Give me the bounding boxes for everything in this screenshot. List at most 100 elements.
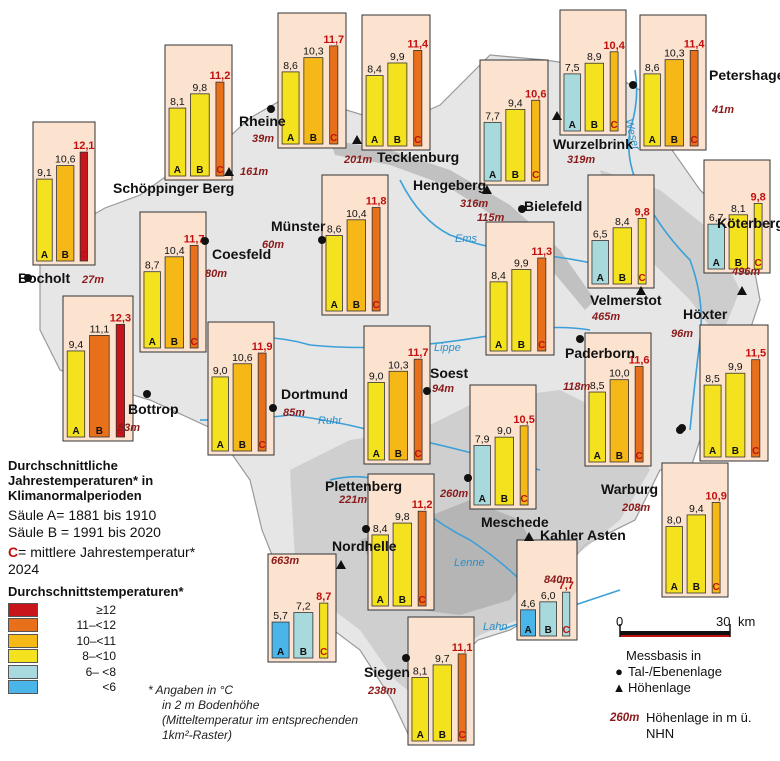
bar-b bbox=[89, 334, 110, 438]
station-11: 6,7 A 8,1 B 9,8 C Köterberg 496m bbox=[703, 159, 780, 295]
station-name: Tecklenburg bbox=[377, 149, 459, 165]
station-dot-icon bbox=[464, 474, 472, 482]
station-5: 7,5 A 8,9 B 10,4 C Wurzelbrink 319m bbox=[552, 9, 633, 166]
bar-a bbox=[143, 271, 161, 349]
bar-letter-a: A bbox=[331, 300, 338, 311]
key-title: Messbasis in bbox=[626, 648, 702, 663]
value-c: 11,2 bbox=[210, 70, 231, 82]
station-name: Hengeberg bbox=[413, 177, 486, 193]
value-b: 7,2 bbox=[296, 601, 311, 613]
station-name: Bielefeld bbox=[524, 198, 582, 214]
station-name: Dortmund bbox=[281, 386, 348, 402]
station-elevation: 260m bbox=[439, 488, 468, 500]
bar-letter-c: C bbox=[636, 451, 643, 462]
bar-b bbox=[293, 612, 314, 659]
value-a: 9,0 bbox=[369, 370, 384, 382]
value-c: 11,7 bbox=[184, 233, 205, 245]
bar-letter-c: C bbox=[755, 258, 762, 269]
bar-c bbox=[637, 218, 647, 285]
station-12: 9,4 A 11,1 B 12,3 C Bottrop 53m bbox=[62, 295, 179, 442]
value-b: 11,1 bbox=[90, 323, 110, 335]
station-name: Plettenberg bbox=[325, 478, 402, 494]
symbol-key: Messbasis in ● Tal-/Ebenenlage ▲ Höhenlage… bbox=[610, 648, 780, 742]
value-b: 9,7 bbox=[435, 653, 450, 665]
bar-letter-c: C bbox=[521, 494, 528, 505]
bar-c bbox=[79, 151, 88, 262]
station-dot-icon bbox=[269, 404, 277, 412]
bar-a bbox=[665, 526, 683, 594]
station-elevation: 41m bbox=[711, 104, 734, 116]
scale-class: 6– <8 bbox=[8, 664, 228, 680]
bar-letter-c: C bbox=[191, 337, 198, 348]
bar-b bbox=[505, 109, 526, 182]
station-name: Wurzelbrink bbox=[553, 136, 633, 152]
bar-letter-c: C bbox=[691, 135, 698, 146]
bar-letter-c: C bbox=[563, 625, 570, 636]
bar-letter-b: B bbox=[671, 135, 678, 146]
value-c: 8,7 bbox=[316, 591, 331, 603]
value-c: 11,4 bbox=[407, 38, 429, 50]
legend-scale-title: Durchschnittstemperaturen* bbox=[8, 584, 184, 599]
bar-c bbox=[519, 425, 529, 506]
bar-letter-c: C bbox=[532, 170, 539, 181]
value-a: 8,1 bbox=[170, 96, 185, 108]
bar-a bbox=[707, 223, 725, 270]
station-0: 9,1 A 10,6 B 12,1 C Bocholt 27m bbox=[18, 121, 104, 286]
value-a: 6,5 bbox=[593, 229, 608, 241]
scale-bar-end: 30 bbox=[716, 614, 730, 629]
scale-bar-start: 0 bbox=[616, 614, 623, 629]
bar-letter-b: B bbox=[394, 135, 401, 146]
bar-letter-b: B bbox=[518, 340, 525, 351]
bar-b bbox=[388, 370, 408, 461]
scale-bar: 0 30 km bbox=[616, 614, 755, 637]
bar-b bbox=[511, 269, 532, 352]
station-21: 8,0 A 9,4 B 10,9 C Warburg 208m bbox=[601, 426, 729, 598]
value-b: 10,0 bbox=[609, 368, 630, 380]
station-triangle-icon bbox=[482, 185, 492, 194]
value-a: 8,4 bbox=[367, 64, 382, 76]
station-name: Paderborn bbox=[565, 345, 635, 361]
bar-letter-b: B bbox=[399, 595, 406, 606]
station-name: Bocholt bbox=[18, 270, 70, 286]
station-elevation: 118m bbox=[563, 381, 591, 393]
bar-letter-b: B bbox=[62, 250, 69, 261]
bar-letter-a: A bbox=[671, 582, 678, 593]
bar-letter-c: C bbox=[414, 135, 421, 146]
bar-letter-b: B bbox=[196, 165, 203, 176]
bar-letter-a: A bbox=[149, 337, 156, 348]
key-height: Höhenlage bbox=[628, 680, 691, 695]
value-a: 8,5 bbox=[590, 380, 605, 392]
bar-a bbox=[211, 376, 229, 452]
bar-letter-c: C bbox=[538, 340, 545, 351]
station-dot-icon bbox=[201, 237, 209, 245]
value-a: 8,6 bbox=[283, 60, 298, 72]
value-c: 11,5 bbox=[745, 348, 766, 360]
bar-letter-b: B bbox=[239, 440, 246, 451]
bar-c bbox=[189, 244, 199, 349]
river-label-ems: Ems bbox=[455, 233, 478, 245]
value-a: 4,6 bbox=[521, 598, 536, 610]
bar-b bbox=[728, 214, 748, 270]
bar-c bbox=[537, 257, 547, 352]
scale-swatch bbox=[8, 649, 38, 664]
bar-a bbox=[563, 73, 581, 132]
bar-c bbox=[457, 653, 467, 742]
bar-b bbox=[387, 62, 408, 147]
bar-letter-b: B bbox=[96, 426, 103, 437]
bar-letter-b: B bbox=[501, 494, 508, 505]
station-name: Rheine bbox=[239, 113, 286, 129]
station-16: 8,5 A 9,9 B 11,5 C Höxter 96m bbox=[671, 306, 769, 462]
station-dot-icon bbox=[423, 387, 431, 395]
station-elevation: 27m bbox=[81, 274, 104, 286]
station-elevation: 496m bbox=[731, 266, 760, 278]
bar-c bbox=[329, 45, 339, 145]
value-b: 10,3 bbox=[664, 48, 685, 60]
station-name: Velmerstot bbox=[590, 292, 662, 308]
bar-letter-a: A bbox=[489, 170, 496, 181]
station-dot-icon bbox=[143, 390, 151, 398]
station-triangle-icon bbox=[552, 111, 562, 120]
station-elevation: 39m bbox=[252, 133, 274, 145]
triangle-icon: ▲ bbox=[612, 680, 626, 695]
value-a: 7,5 bbox=[565, 62, 580, 74]
